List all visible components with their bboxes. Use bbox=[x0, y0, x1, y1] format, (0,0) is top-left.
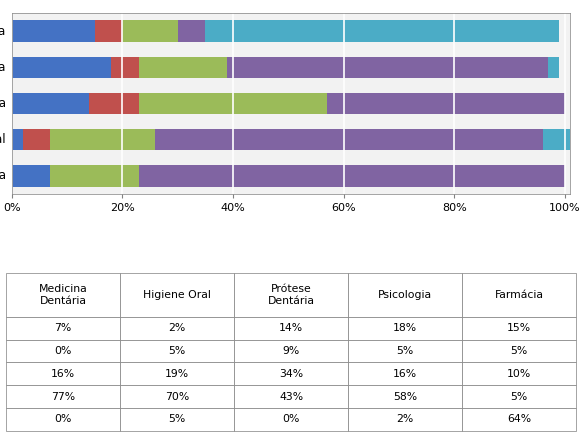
Bar bbox=[205, 20, 559, 42]
Bar bbox=[228, 57, 548, 78]
Bar bbox=[51, 165, 139, 187]
Bar bbox=[12, 129, 23, 150]
Bar bbox=[12, 57, 111, 78]
Bar bbox=[542, 129, 570, 150]
Bar bbox=[51, 129, 155, 150]
Bar bbox=[139, 93, 327, 114]
Bar bbox=[122, 20, 178, 42]
Bar bbox=[23, 129, 51, 150]
Bar bbox=[111, 57, 139, 78]
Bar bbox=[327, 93, 565, 114]
Bar bbox=[155, 129, 542, 150]
Bar bbox=[12, 93, 89, 114]
Bar bbox=[12, 20, 95, 42]
Bar bbox=[139, 165, 565, 187]
Bar bbox=[89, 93, 139, 114]
Bar bbox=[139, 57, 228, 78]
Bar bbox=[95, 20, 122, 42]
Bar bbox=[178, 20, 205, 42]
Bar bbox=[548, 57, 559, 78]
Bar bbox=[12, 165, 51, 187]
